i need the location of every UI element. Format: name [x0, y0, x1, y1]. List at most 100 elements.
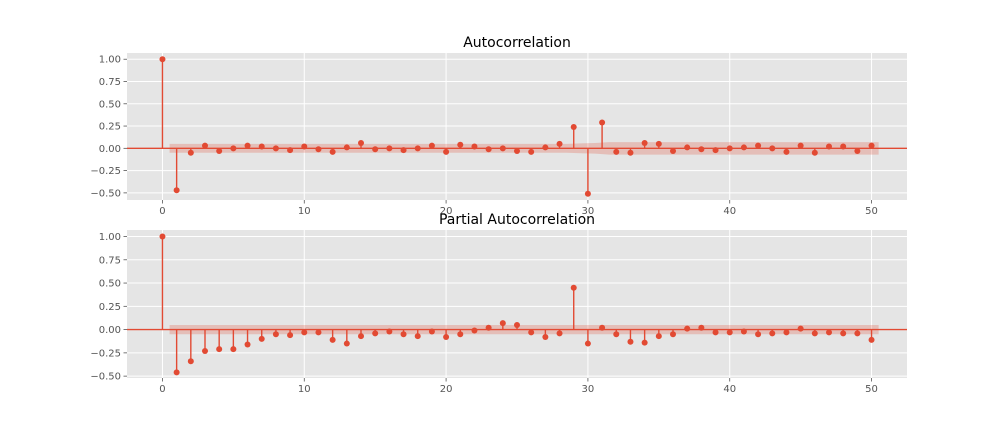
acf-x-tick-label: 10	[298, 206, 311, 217]
pacf-point	[584, 340, 591, 347]
acf-point	[400, 147, 407, 154]
pacf-point	[840, 330, 847, 337]
acf-x-tick-label: 40	[723, 206, 736, 217]
acf-point	[670, 148, 676, 154]
acf-point	[584, 190, 591, 197]
acf-point	[641, 139, 648, 146]
pacf-point	[343, 340, 350, 347]
acf-point	[358, 139, 364, 146]
pacf-x-tick-label: 40	[723, 384, 736, 395]
acf-point	[811, 149, 818, 156]
pacf-point	[187, 358, 194, 365]
acf-y-tick-label: 0.50	[99, 99, 121, 110]
pacf-point	[599, 324, 606, 331]
pacf-point	[499, 320, 506, 327]
pacf-point	[698, 324, 705, 331]
partial-autocorrelation-plot: 0 10 20 30 40 50 1.00 0.75 0.50 0.25 0.00 −0.25 −0.5…	[90, 212, 907, 395]
pacf-point	[244, 341, 251, 348]
acf-point	[769, 145, 776, 152]
pacf-point	[386, 328, 393, 335]
pacf-point	[528, 329, 535, 336]
acf-point	[514, 148, 520, 154]
acf-point	[826, 143, 832, 150]
pacf-x-tick-label: 50	[865, 384, 878, 395]
acf-point	[202, 142, 208, 149]
acf-point	[528, 148, 535, 155]
pacf-point	[769, 330, 776, 337]
pacf-point	[854, 330, 861, 337]
acf-point	[457, 141, 464, 148]
pacf-point	[258, 335, 265, 342]
pacf-x-tick-label: 20	[440, 384, 453, 395]
acf-point	[258, 143, 265, 150]
acf-point	[471, 143, 478, 150]
pacf-title: Partial Autocorrelation	[439, 212, 595, 228]
pacf-point	[400, 331, 407, 338]
acf-point	[655, 140, 662, 147]
pacf-y-tick-label: 1.00	[99, 232, 121, 243]
pacf-point	[740, 328, 747, 335]
acf-y-tick-label: 0.25	[99, 122, 121, 133]
pacf-y-tick-label: 0.75	[99, 255, 121, 266]
autocorrelation-plot: 0 10 20 30 40 50 1.00 0.75 0.50 0.25 0.00 −0.25 −0.5…	[90, 35, 907, 217]
acf-x-tick-label: 50	[865, 206, 878, 217]
acf-point	[386, 145, 393, 152]
acf-point	[698, 146, 705, 153]
acf-point	[315, 146, 322, 153]
acf-point	[740, 144, 747, 151]
pacf-y-tick-label: 0.00	[99, 325, 121, 336]
acf-x-tick-label: 30	[582, 206, 595, 217]
pacf-point	[173, 369, 180, 376]
pacf-x-tick-label: 0	[159, 384, 165, 395]
acf-point	[684, 144, 691, 151]
acf-y-tick-label: −0.25	[90, 166, 121, 177]
pacf-point	[755, 331, 762, 338]
pacf-point	[670, 331, 676, 338]
acf-title: Autocorrelation	[463, 35, 571, 51]
acf-x-tick-label: 20	[440, 206, 453, 217]
acf-point	[428, 142, 435, 149]
pacf-plot-area	[127, 230, 907, 378]
acf-point	[726, 145, 733, 152]
pacf-point	[485, 324, 492, 331]
pacf-point	[372, 330, 379, 337]
pacf-point	[556, 330, 563, 337]
acf-y-tick-label: 1.00	[99, 55, 121, 66]
pacf-point	[315, 329, 322, 336]
pacf-point	[414, 333, 421, 340]
pacf-point	[868, 336, 875, 343]
acf-point	[272, 145, 279, 152]
acf-point	[868, 142, 875, 149]
acf-point	[599, 119, 606, 126]
pacf-point	[514, 321, 520, 328]
pacf-point	[301, 329, 308, 336]
pacf-y-tick-label: 0.25	[99, 302, 121, 313]
pacf-point	[783, 329, 790, 336]
pacf-point	[826, 329, 832, 336]
acf-point	[627, 149, 634, 156]
pacf-point	[358, 333, 364, 340]
acf-point	[173, 187, 180, 194]
acf-point	[329, 148, 336, 155]
acf-y-tick-label: −0.50	[90, 188, 121, 199]
acf-point	[499, 145, 506, 152]
acf-point	[840, 143, 847, 150]
acf-point	[187, 149, 194, 156]
pacf-point	[641, 339, 648, 346]
acf-point	[443, 148, 450, 155]
pacf-point	[627, 338, 634, 345]
acf-point	[712, 147, 719, 154]
pacf-point	[712, 329, 719, 336]
acf-point	[755, 142, 762, 149]
pacf-point	[542, 334, 549, 341]
pacf-y-tick-label: −0.25	[90, 348, 121, 359]
acf-point	[485, 146, 492, 153]
pacf-point	[202, 348, 208, 355]
acf-point	[372, 146, 379, 153]
acf-point	[783, 148, 790, 155]
pacf-point	[471, 327, 478, 334]
pacf-x-tick-label: 30	[582, 384, 595, 395]
acf-y-tick-label: 0.00	[99, 144, 121, 155]
acf-point	[556, 140, 563, 147]
